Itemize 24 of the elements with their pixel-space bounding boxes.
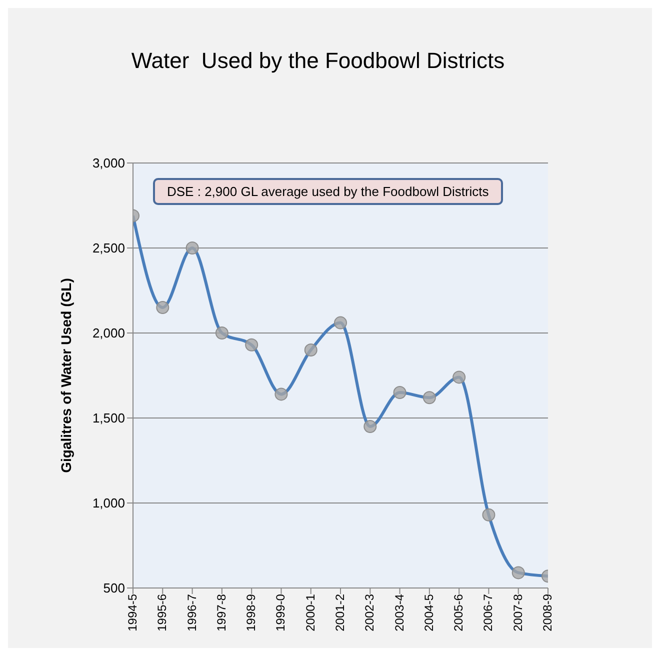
x-tick-label: 2006-7: [481, 594, 496, 632]
y-tick-label: 1,000: [92, 496, 125, 511]
chart-title: Water Used by the Foodbowl Districts: [130, 48, 506, 74]
x-tick-label: 2000-1: [303, 594, 318, 632]
x-tick-label: 2004-5: [422, 594, 436, 632]
x-tick-label: 1994-5: [126, 594, 140, 632]
annotation: DSE : 2,900 GL average used by the Foodbowl Districts: [153, 178, 503, 205]
x-tick-label: 1998-9: [244, 594, 258, 632]
y-tick-label: 3,000: [92, 156, 125, 171]
y-tick-label: 2,500: [92, 240, 125, 256]
x-tick-label: 2008-9: [540, 594, 555, 632]
y-tick-label: 1,500: [92, 410, 125, 426]
x-tick-label: 2002-3: [362, 594, 377, 632]
x-tick-label: 1997-8: [214, 594, 228, 632]
x-tick-label: 2001-2: [333, 594, 348, 632]
y-tick-label: 500: [103, 580, 125, 596]
x-tick-label: 2007-8: [510, 594, 525, 632]
x-tick-label: 2003-4: [392, 594, 406, 632]
x-tick-label: 1996-7: [184, 594, 199, 632]
y-axis-title: Gigalitres of Water Used (GL): [58, 278, 74, 473]
y-tick-label: 2,000: [92, 326, 125, 341]
x-tick-label: 1995-6: [155, 594, 170, 632]
x-tick-label: 1999-0: [274, 594, 288, 632]
x-tick-label: 2005-6: [452, 594, 466, 632]
